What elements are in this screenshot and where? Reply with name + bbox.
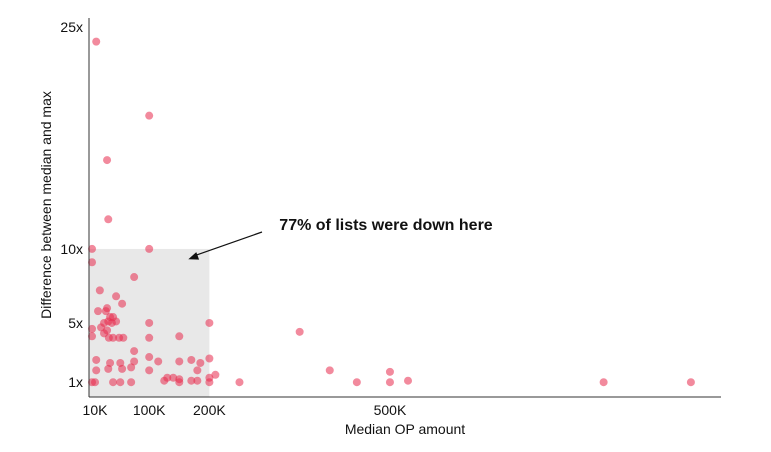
data-point [145,318,154,327]
data-point [154,357,163,366]
data-point [193,366,202,375]
data-point [88,258,97,267]
data-point [95,286,104,295]
data-point [107,318,116,327]
data-point [116,378,125,387]
data-point [127,363,136,372]
points-layer [88,37,695,387]
data-point [385,378,394,387]
y-axis-title: Difference between median and max [38,91,54,319]
data-point [88,332,97,341]
data-point [145,353,154,362]
data-point [127,378,136,387]
data-point [193,376,202,385]
data-point [295,327,304,336]
y-tick-labels: 1x 5x 10x 25x [60,19,83,390]
data-point [112,292,121,301]
data-point [175,378,184,387]
data-point [118,299,127,308]
data-point [160,376,169,385]
data-point [88,244,97,253]
data-point [175,357,184,366]
data-point [169,373,178,382]
data-point [119,333,128,342]
data-point [187,355,196,364]
annotation-arrowhead [188,252,200,260]
annotation-arrow [194,231,263,257]
data-point [404,376,413,385]
x-tick-label: 500K [374,402,407,418]
data-point [130,357,139,366]
data-point [97,323,106,332]
data-point [92,366,101,375]
data-point [235,378,244,387]
y-tick-label: 25x [60,19,83,35]
data-point [175,332,184,341]
data-point [145,111,154,120]
x-tick-label: 100K [133,402,166,418]
data-point [205,354,214,363]
data-point [325,366,334,375]
data-point [94,307,103,316]
data-point [130,273,139,282]
annotation-text: 77% of lists were down here [279,217,493,234]
data-point [109,333,118,342]
data-point [104,364,113,373]
data-point [92,355,101,364]
data-point [211,370,220,379]
data-point [145,366,154,375]
y-tick-label: 1x [68,374,83,390]
data-point [205,378,214,387]
data-point [686,378,695,387]
data-point [118,364,127,373]
data-point [130,347,139,356]
x-tick-labels: 10K 100K 200K 500K [83,402,407,418]
x-tick-label: 10K [83,402,109,418]
y-tick-label: 10x [60,241,83,257]
data-point [104,215,113,224]
data-point [196,358,205,367]
data-point [385,367,394,376]
data-point [145,333,154,342]
data-point [91,378,100,387]
data-point [352,378,361,387]
data-point [88,324,97,333]
data-point [145,244,154,253]
data-point [109,378,118,387]
data-point [103,156,112,165]
y-tick-label: 5x [68,315,83,331]
data-point [187,376,196,385]
x-axis-title: Median OP amount [345,421,465,437]
x-tick-label: 200K [193,402,226,418]
annotation: 77% of lists were down here [188,217,493,260]
data-point [101,307,110,316]
data-point [92,37,101,46]
data-point [599,378,608,387]
data-point [205,318,214,327]
